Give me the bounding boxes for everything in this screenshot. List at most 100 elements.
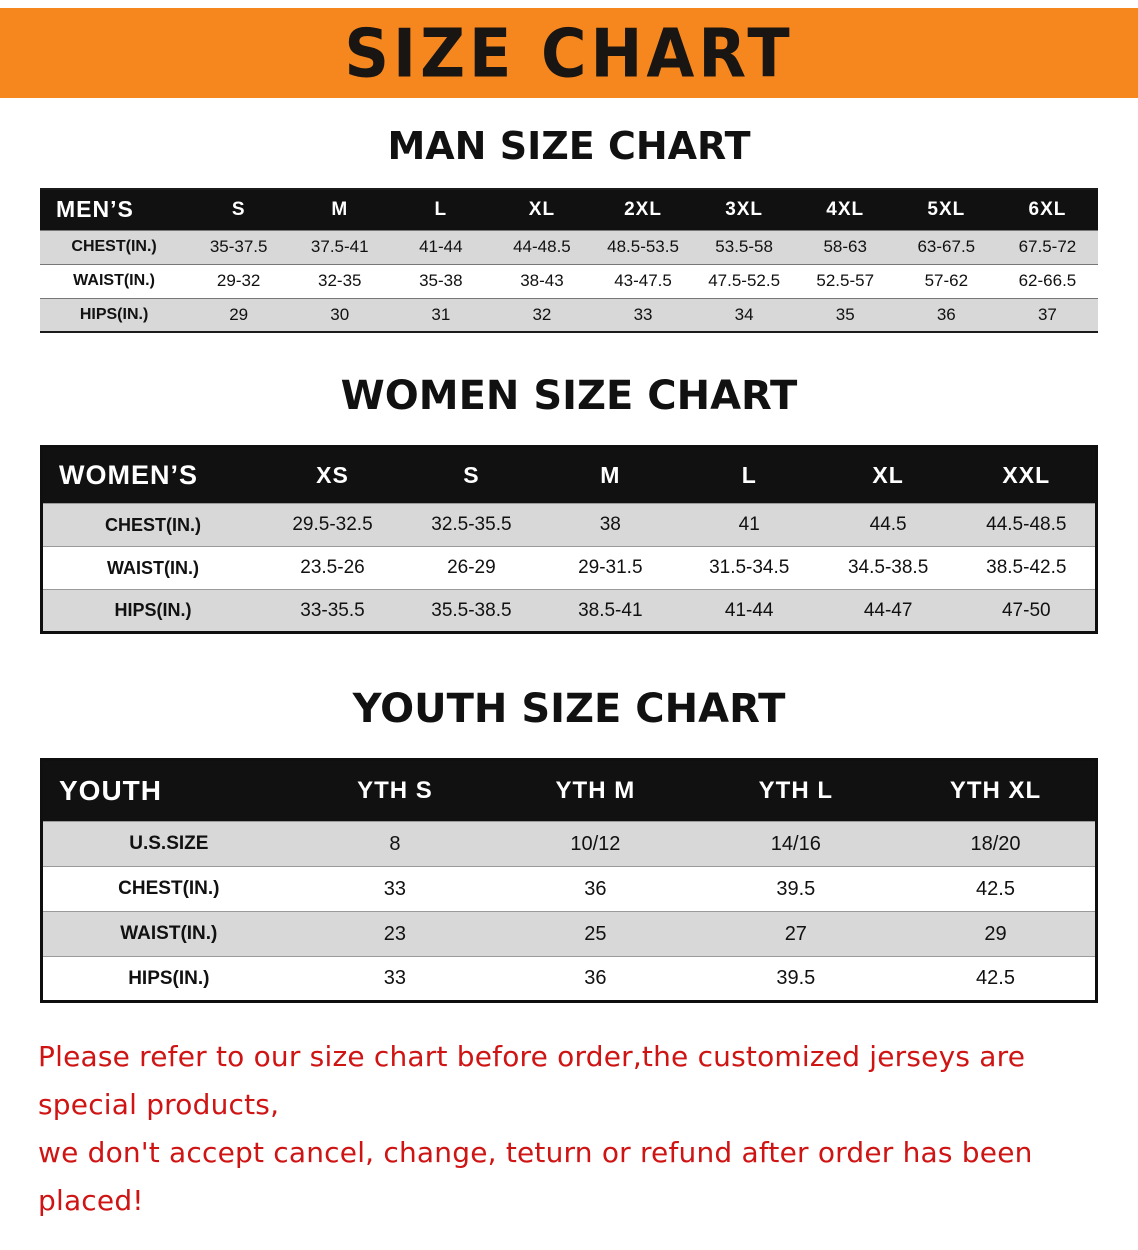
value-cell: 14/16 bbox=[695, 821, 897, 867]
table-title-cell: YOUTH bbox=[41, 759, 295, 822]
size-header-cell: 4XL bbox=[794, 189, 896, 230]
value-cell: 31.5-34.5 bbox=[679, 546, 819, 590]
size-chart-page: SIZE CHART MAN SIZE CHART MEN’S S M L XL 2XL 3… bbox=[0, 8, 1138, 1226]
value-cell: 35-37.5 bbox=[188, 229, 290, 264]
banner: SIZE CHART bbox=[0, 8, 1138, 98]
value-cell: 33-35.5 bbox=[263, 589, 402, 633]
value-cell: 36 bbox=[495, 956, 696, 1002]
table-row: CHEST(IN.) 29.5-32.5 32.5-35.5 38 41 44.5 44.5… bbox=[41, 503, 1097, 547]
value-cell: 31 bbox=[390, 297, 492, 332]
value-cell: 34.5-38.5 bbox=[818, 546, 958, 590]
table-row: U.S.SIZE 8 10/12 14/16 18/20 bbox=[41, 821, 1097, 867]
value-cell: 33 bbox=[294, 956, 496, 1002]
value-cell: 53.5-58 bbox=[693, 229, 795, 264]
value-cell: 63-67.5 bbox=[895, 229, 997, 264]
table-header-row: YOUTH YTH S YTH M YTH L YTH XL bbox=[41, 759, 1097, 822]
value-cell: 36 bbox=[895, 297, 997, 332]
men-section: MAN SIZE CHART MEN’S S M L XL 2XL 3XL 4XL 5XL 6XL… bbox=[0, 98, 1138, 333]
value-cell: 29-32 bbox=[188, 263, 290, 298]
value-cell: 39.5 bbox=[695, 866, 897, 912]
value-cell: 41 bbox=[679, 503, 819, 547]
value-cell: 42.5 bbox=[896, 956, 1097, 1002]
disclaimer-line-2: we don't accept cancel, change, teturn o… bbox=[38, 1136, 1033, 1218]
value-cell: 36 bbox=[495, 866, 696, 912]
value-cell: 33 bbox=[294, 866, 496, 912]
value-cell: 62-66.5 bbox=[996, 263, 1098, 298]
value-cell: 44-48.5 bbox=[491, 229, 593, 264]
row-label-cell: WAIST(IN.) bbox=[41, 546, 264, 590]
row-label-cell: WAIST(IN.) bbox=[40, 263, 189, 298]
value-cell: 34 bbox=[693, 297, 795, 332]
size-header-cell: M bbox=[540, 446, 680, 504]
row-label-cell: CHEST(IN.) bbox=[41, 866, 295, 912]
table-row: WAIST(IN.) 23.5-26 26-29 29-31.5 31.5-34.5 34… bbox=[41, 546, 1097, 590]
value-cell: 38-43 bbox=[491, 263, 593, 298]
value-cell: 38.5-42.5 bbox=[957, 546, 1097, 590]
men-section-heading: MAN SIZE CHART bbox=[387, 124, 751, 168]
value-cell: 27 bbox=[695, 911, 897, 957]
value-cell: 29-31.5 bbox=[540, 546, 680, 590]
value-cell: 47-50 bbox=[957, 589, 1097, 633]
table-title-cell: MEN’S bbox=[40, 189, 189, 230]
size-header-cell: M bbox=[289, 189, 391, 230]
value-cell: 29 bbox=[188, 297, 290, 332]
disclaimer-line-1: Please refer to our size chart before or… bbox=[38, 1040, 1026, 1122]
value-cell: 41-44 bbox=[390, 229, 492, 264]
value-cell: 44.5 bbox=[818, 503, 958, 547]
value-cell: 47.5-52.5 bbox=[693, 263, 795, 298]
table-row: HIPS(IN.) 33 36 39.5 42.5 bbox=[41, 956, 1097, 1002]
youth-section-heading: YOUTH SIZE CHART bbox=[352, 686, 786, 732]
size-header-cell: XXL bbox=[957, 446, 1097, 504]
table-row: HIPS(IN.) 33-35.5 35.5-38.5 38.5-41 41-44 44-… bbox=[41, 589, 1097, 633]
value-cell: 48.5-53.5 bbox=[592, 229, 694, 264]
size-header-cell: XS bbox=[263, 446, 402, 504]
value-cell: 29.5-32.5 bbox=[263, 503, 402, 547]
value-cell: 38 bbox=[540, 503, 680, 547]
size-header-cell: 2XL bbox=[592, 189, 694, 230]
value-cell: 44-47 bbox=[818, 589, 958, 633]
youth-section: YOUTH SIZE CHART YOUTH YTH S YTH M YTH L YTH… bbox=[0, 634, 1138, 1003]
value-cell: 8 bbox=[294, 821, 496, 867]
value-cell: 25 bbox=[495, 911, 696, 957]
row-label-cell: HIPS(IN.) bbox=[40, 297, 189, 332]
value-cell: 57-62 bbox=[895, 263, 997, 298]
value-cell: 35 bbox=[794, 297, 896, 332]
value-cell: 41-44 bbox=[679, 589, 819, 633]
table-row: CHEST(IN.) 33 36 39.5 42.5 bbox=[41, 866, 1097, 912]
size-header-cell: S bbox=[401, 446, 541, 504]
men-size-table: MEN’S S M L XL 2XL 3XL 4XL 5XL 6XL CHEST(IN.) 35-37… bbox=[40, 188, 1098, 333]
value-cell: 23.5-26 bbox=[263, 546, 402, 590]
table-header-row: WOMEN’S XS S M L XL XXL bbox=[41, 446, 1097, 504]
size-header-cell: XL bbox=[491, 189, 593, 230]
youth-size-table: YOUTH YTH S YTH M YTH L YTH XL U.S.SIZE 8 10/12… bbox=[40, 758, 1098, 1003]
table-row: CHEST(IN.) 35-37.5 37.5-41 41-44 44-48.5 48.5… bbox=[40, 229, 1098, 264]
value-cell: 58-63 bbox=[794, 229, 896, 264]
value-cell: 23 bbox=[294, 911, 496, 957]
value-cell: 35-38 bbox=[390, 263, 492, 298]
value-cell: 43-47.5 bbox=[592, 263, 694, 298]
size-header-cell: S bbox=[188, 189, 290, 230]
women-size-table: WOMEN’S XS S M L XL XXL CHEST(IN.) 29.5-32.5 32.5… bbox=[40, 445, 1098, 634]
size-header-cell: 5XL bbox=[895, 189, 997, 230]
table-row: WAIST(IN.) 23 25 27 29 bbox=[41, 911, 1097, 957]
value-cell: 67.5-72 bbox=[996, 229, 1098, 264]
size-header-cell: XL bbox=[818, 446, 958, 504]
table-title-cell: WOMEN’S bbox=[41, 446, 264, 504]
women-section: WOMEN SIZE CHART WOMEN’S XS S M L XL XXL CHEST(… bbox=[0, 333, 1138, 634]
size-header-cell: 6XL bbox=[996, 189, 1098, 230]
page-title: SIZE CHART bbox=[344, 13, 794, 93]
row-label-cell: CHEST(IN.) bbox=[41, 503, 264, 547]
size-header-cell: YTH L bbox=[695, 759, 897, 822]
size-header-cell: L bbox=[679, 446, 819, 504]
value-cell: 29 bbox=[896, 911, 1097, 957]
size-header-cell: YTH M bbox=[495, 759, 696, 822]
row-label-cell: HIPS(IN.) bbox=[41, 956, 295, 1002]
value-cell: 10/12 bbox=[495, 821, 696, 867]
table-row: WAIST(IN.) 29-32 32-35 35-38 38-43 43-47.5 47.… bbox=[40, 263, 1098, 298]
value-cell: 32 bbox=[491, 297, 593, 332]
value-cell: 38.5-41 bbox=[540, 589, 680, 633]
value-cell: 37 bbox=[996, 297, 1098, 332]
value-cell: 44.5-48.5 bbox=[957, 503, 1097, 547]
value-cell: 37.5-41 bbox=[289, 229, 391, 264]
value-cell: 35.5-38.5 bbox=[401, 589, 541, 633]
